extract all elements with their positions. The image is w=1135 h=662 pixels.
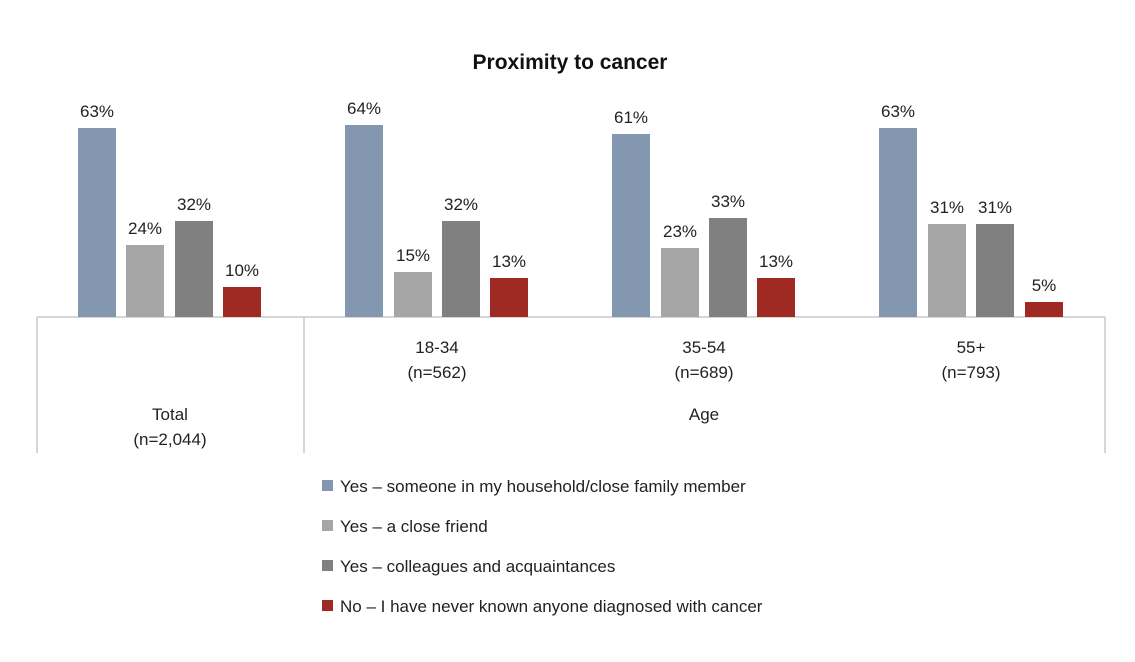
bar-s0-c0	[78, 128, 116, 317]
axis-frame	[36, 316, 1106, 453]
legend-label-2: Yes – colleagues and acquaintances	[340, 557, 615, 576]
group-label-0: Total	[152, 405, 188, 424]
bar-s1-c0	[126, 245, 164, 317]
category-label-2: 35-54	[682, 338, 725, 357]
data-label-s3-c2: 13%	[759, 252, 793, 271]
data-label-s2-c0: 32%	[177, 195, 211, 214]
group-sub-label-0: (n=2,044)	[133, 430, 206, 449]
category-label-3: 55+	[957, 338, 986, 357]
legend-label-1: Yes – a close friend	[340, 517, 488, 536]
data-label-s2-c1: 32%	[444, 195, 478, 214]
bar-s2-c2	[709, 218, 747, 317]
legend-label-0: Yes – someone in my household/close fami…	[340, 477, 746, 496]
bar-s2-c0	[175, 221, 213, 317]
data-label-s1-c1: 15%	[396, 246, 430, 265]
category-label-1: 18-34	[415, 338, 458, 357]
category-sub-label-2: (n=689)	[674, 363, 733, 382]
bar-s0-c3	[879, 128, 917, 317]
bar-s1-c2	[661, 248, 699, 317]
data-label-s3-c0: 10%	[225, 261, 259, 280]
bar-s0-c2	[612, 134, 650, 317]
bar-s0-c1	[345, 125, 383, 317]
legend-item-0: Yes – someone in my household/close fami…	[322, 477, 746, 496]
legend-swatch-3	[322, 600, 333, 611]
bar-s2-c1	[442, 221, 480, 317]
group-label-1: Age	[689, 405, 719, 424]
legend-swatch-0	[322, 480, 333, 491]
bar-s1-c3	[928, 224, 966, 317]
data-label-s2-c2: 33%	[711, 192, 745, 211]
legend-item-3: No – I have never known anyone diagnosed…	[322, 597, 763, 616]
bar-s1-c1	[394, 272, 432, 317]
data-label-s1-c2: 23%	[663, 222, 697, 241]
bars	[78, 125, 1063, 317]
data-label-s3-c3: 5%	[1032, 276, 1057, 295]
legend-swatch-2	[322, 560, 333, 571]
legend-swatch-1	[322, 520, 333, 531]
category-sub-label-3: (n=793)	[941, 363, 1000, 382]
data-label-s0-c3: 63%	[881, 102, 915, 121]
legend-item-1: Yes – a close friend	[322, 517, 488, 536]
data-labels: 63% 64% 61% 63% 24% 15% 23% 31% 32% 32% 33% 31% 10% 1…	[80, 99, 1056, 295]
bar-s2-c3	[976, 224, 1014, 317]
data-label-s0-c0: 63%	[80, 102, 114, 121]
chart-title: Proximity to cancer	[473, 51, 668, 74]
data-label-s3-c1: 13%	[492, 252, 526, 271]
category-labels: 18-34 (n=562) 35-54 (n=689) 55+ (n=793) Total (…	[133, 338, 1000, 449]
data-label-s1-c0: 24%	[128, 219, 162, 238]
legend-label-3: No – I have never known anyone diagnosed…	[340, 597, 763, 616]
data-label-s1-c3: 31%	[930, 198, 964, 217]
bar-s3-c3	[1025, 302, 1063, 317]
bar-s3-c1	[490, 278, 528, 317]
data-label-s0-c2: 61%	[614, 108, 648, 127]
data-label-s0-c1: 64%	[347, 99, 381, 118]
bar-s3-c0	[223, 287, 261, 317]
legend: Yes – someone in my household/close fami…	[322, 477, 763, 616]
bar-s3-c2	[757, 278, 795, 317]
legend-item-2: Yes – colleagues and acquaintances	[322, 557, 615, 576]
data-label-s2-c3: 31%	[978, 198, 1012, 217]
category-sub-label-1: (n=562)	[407, 363, 466, 382]
